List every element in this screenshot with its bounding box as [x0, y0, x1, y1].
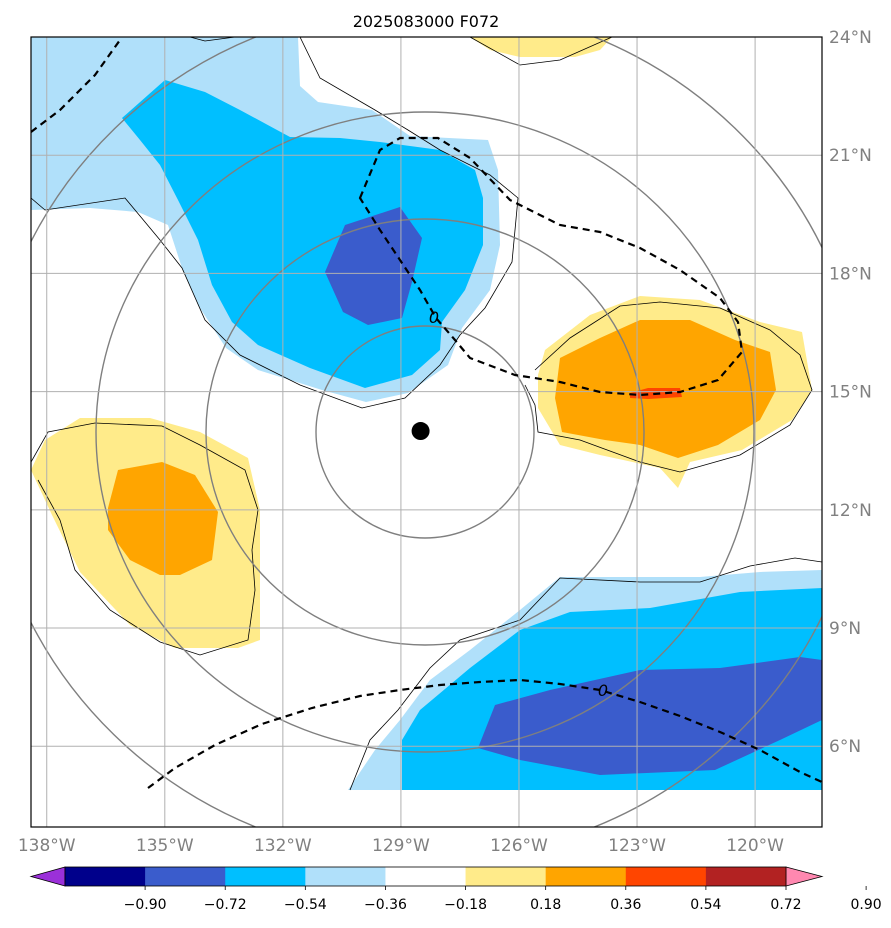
colorbar-segment-4: [385, 867, 467, 886]
contour-nw-outline: [31, 37, 519, 409]
colorbar-segment-0: [65, 867, 146, 886]
lat-tick-label-4: 12°N: [829, 501, 872, 521]
contour-w-outline: [31, 422, 259, 656]
colorbar-segment-2: [225, 867, 306, 886]
colorbar: −0.90 −0.72 −0.54 −0.36 −0.18 0.18 0.36 0.54 0.7…: [29, 866, 882, 913]
lon-tick-label-6: 120°W: [726, 836, 784, 856]
lon-tick-label-0: 138°W: [18, 836, 76, 856]
colorbar-segment-5: [465, 867, 547, 886]
lat-tick-label-5: 9°N: [829, 619, 861, 639]
contour-n-outline: [469, 37, 613, 66]
storm-center-marker: [411, 422, 430, 441]
lat-tick-label-0: 24°N: [829, 28, 872, 48]
fill-se-darkblue: [478, 657, 822, 775]
colorbar-label-2: −0.54: [284, 897, 327, 913]
contour-label-south: 0: [598, 681, 608, 700]
zero-contour-nw: [31, 39, 121, 133]
colorbar-label-5: 0.18: [530, 897, 561, 913]
latitude-tick-labels: 24°N 21°N 18°N 15°N 12°N 9°N 6°N: [829, 28, 872, 757]
lat-tick-label-1: 21°N: [829, 146, 872, 166]
longitude-tick-labels: 138°W 135°W 132°W 129°W 126°W 123°W 120°W: [18, 836, 784, 856]
colorbar-label-8: 0.72: [770, 897, 801, 913]
colorbar-segment-3: [305, 867, 386, 886]
colorbar-segment-1: [145, 867, 226, 886]
colorbar-label-9: 0.90: [851, 897, 882, 913]
range-ring-3deg: [315, 325, 535, 539]
thin-contours: [31, 37, 822, 791]
zero-contour-south: [147, 678, 822, 789]
lon-tick-label-3: 129°W: [372, 836, 430, 856]
colorbar-segment-7: [625, 867, 707, 886]
colorbar-label-4: −0.18: [444, 897, 487, 913]
lat-tick-label-3: 15°N: [829, 383, 872, 403]
lon-tick-label-5: 123°W: [608, 836, 666, 856]
filled-contours: [31, 37, 822, 790]
colorbar-label-7: 0.54: [690, 897, 721, 913]
range-ring-6deg: [205, 218, 645, 646]
lon-tick-label-4: 126°W: [490, 836, 548, 856]
colorbar-label-6: 0.36: [610, 897, 641, 913]
contour-e-outline: [524, 301, 813, 473]
fill-n-yellow: [470, 37, 612, 57]
colorbar-label-0: −0.90: [124, 897, 167, 913]
lat-tick-label-6: 6°N: [829, 737, 861, 757]
fill-nw-darkblue: [325, 207, 422, 325]
zero-contour-center: [358, 136, 744, 397]
colorbar-label-3: −0.36: [364, 897, 407, 913]
colorbar-extend-high: [785, 866, 824, 887]
colorbar-label-1: −0.72: [204, 897, 247, 913]
lon-tick-label-1: 135°W: [136, 836, 194, 856]
map-frame: [30, 36, 823, 828]
colorbar-segment-6: [545, 867, 627, 886]
lat-tick-label-2: 18°N: [829, 264, 872, 284]
colorbar-outline: [64, 866, 787, 887]
contour-nw-top: [189, 37, 236, 42]
range-ring-9deg: [95, 111, 755, 753]
contour-se-outline: [349, 557, 822, 791]
chart-title: 2025083000 F072: [353, 12, 500, 31]
contour-label-center: 0: [429, 308, 439, 327]
gridlines: [31, 37, 822, 827]
fill-w-orange: [108, 462, 218, 575]
lon-tick-label-2: 132°W: [254, 836, 312, 856]
colorbar-extend-low: [29, 866, 66, 887]
colorbar-segment-8: [705, 867, 787, 886]
zero-contours: [31, 39, 822, 789]
range-rings: [31, 37, 822, 827]
map-panel: 0 0: [31, 37, 822, 827]
